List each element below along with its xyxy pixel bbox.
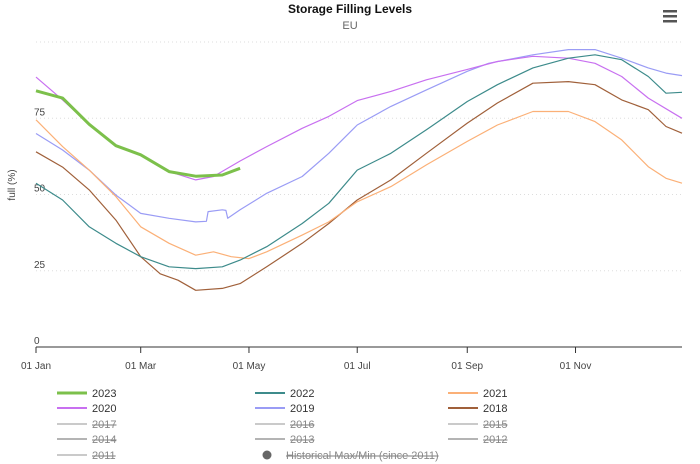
- x-tick-label: 01 Nov: [560, 361, 592, 372]
- y-tick-label: 0: [34, 336, 40, 347]
- legend-item-2023[interactable]: 2023: [57, 388, 116, 400]
- legend-label: 2018: [483, 403, 507, 415]
- legend-label: 2014: [92, 434, 116, 446]
- legend-label: 2013: [290, 434, 314, 446]
- legend-item-2013[interactable]: 2013: [255, 434, 314, 446]
- legend-label: 2011: [92, 450, 116, 462]
- y-tick-label: 25: [34, 260, 46, 271]
- legend-item-2016[interactable]: 2016: [255, 419, 314, 431]
- legend-label: 2020: [92, 403, 116, 415]
- series-line-2021[interactable]: [35, 110, 683, 260]
- legend-label: 2019: [290, 403, 314, 415]
- y-tick-label: 50: [34, 184, 46, 195]
- legend-item-historical-max-min-since-2011-[interactable]: Historical Max/Min (since 2011): [262, 450, 439, 462]
- legend-label: Historical Max/Min (since 2011): [286, 450, 439, 462]
- x-tick-label: 01 Sep: [451, 361, 483, 372]
- legend-item-2011[interactable]: 2011: [57, 450, 116, 462]
- legend-label: 2023: [92, 388, 116, 400]
- legend-label: 2016: [290, 419, 314, 431]
- legend-item-2015[interactable]: 2015: [448, 419, 507, 431]
- legend-item-2017[interactable]: 2017: [57, 419, 116, 431]
- legend-label: 2015: [483, 419, 507, 431]
- series-line-2019[interactable]: [35, 49, 683, 223]
- legend-item-2019[interactable]: 2019: [255, 403, 314, 415]
- legend-item-2014[interactable]: 2014: [57, 434, 116, 446]
- y-tick-label: 75: [34, 107, 46, 118]
- legend-label: 2021: [483, 388, 507, 400]
- chart-subtitle: EU: [342, 20, 357, 32]
- x-tick-label: 01 Mar: [125, 361, 157, 372]
- x-tick-label: 01 Jul: [344, 361, 371, 372]
- legend-item-2012[interactable]: 2012: [448, 434, 507, 446]
- legend-item-2018[interactable]: 2018: [448, 403, 507, 415]
- x-tick-label: 01 Jan: [21, 361, 51, 372]
- legend-item-2020[interactable]: 2020: [57, 403, 116, 415]
- hamburger-menu-icon[interactable]: [663, 10, 677, 23]
- legend-marker: [262, 450, 272, 460]
- series-line-2023[interactable]: [35, 89, 241, 178]
- series-line-2018[interactable]: [35, 81, 683, 291]
- y-axis-label: full (%): [7, 169, 18, 200]
- legend-label: 2022: [290, 388, 314, 400]
- series-line-2022[interactable]: [35, 54, 683, 270]
- legend-label: 2012: [483, 434, 507, 446]
- chart-title: Storage Filling Levels: [288, 2, 412, 16]
- x-tick-label: 01 May: [233, 361, 266, 372]
- legend-label: 2017: [92, 419, 116, 431]
- legend-item-2022[interactable]: 2022: [255, 388, 314, 400]
- legend-item-2021[interactable]: 2021: [448, 388, 507, 400]
